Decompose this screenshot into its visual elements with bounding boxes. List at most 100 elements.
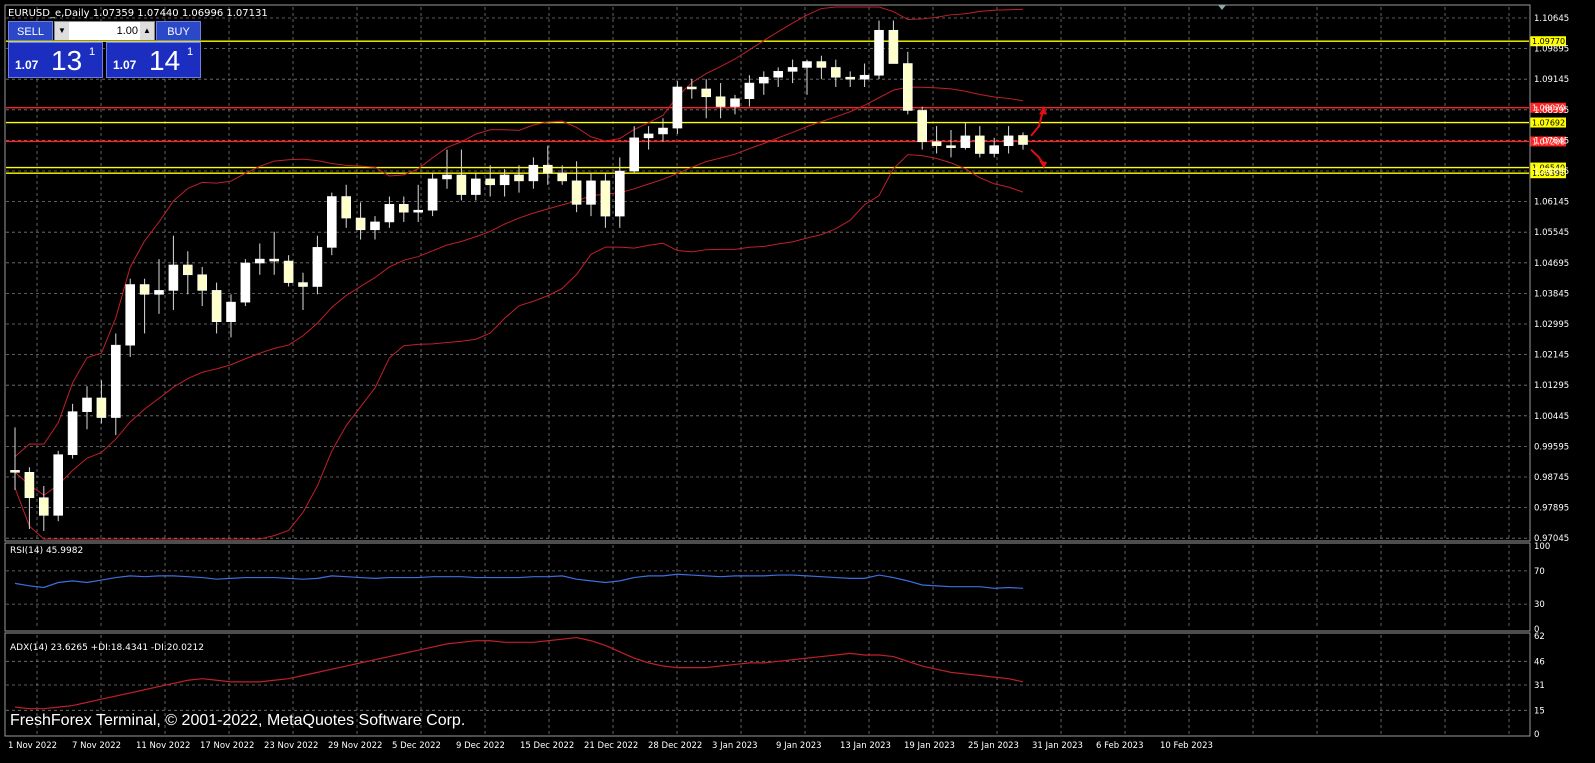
arrow-down-head-icon bbox=[1039, 160, 1047, 169]
candle-bear bbox=[974, 135, 985, 154]
candle-bear bbox=[183, 264, 193, 276]
candle-bear bbox=[514, 174, 524, 182]
candle-bull bbox=[528, 164, 539, 182]
adx-pane: 62 46 31 15 0 bbox=[6, 632, 1545, 740]
candle-bear bbox=[902, 63, 913, 111]
time-axis-label: 9 Dec 2022 bbox=[456, 741, 505, 751]
scroll-marker-icon[interactable] bbox=[1218, 5, 1226, 10]
adx-axis-label: 0 bbox=[1534, 730, 1539, 740]
axes: 1.10645 1.09895 1.09145 1.08395 1.07645 1.068… bbox=[8, 14, 1569, 751]
rsi-pane-border bbox=[4, 542, 1531, 632]
buy-price-sup: 1 bbox=[187, 46, 194, 58]
candle-bull bbox=[240, 262, 251, 303]
candlestick-series bbox=[10, 20, 1028, 531]
candle-bear bbox=[269, 258, 280, 262]
candle-bull bbox=[370, 221, 380, 231]
adx-axis-label: 62 bbox=[1534, 632, 1545, 642]
copyright-text: FreshForex Terminal, © 2001-2022, MetaQu… bbox=[10, 712, 465, 729]
candle-bull bbox=[82, 397, 92, 412]
price-axis-label: 1.00445 bbox=[1534, 412, 1569, 422]
level-label: 1.07692 bbox=[1532, 119, 1565, 128]
candle-bear bbox=[398, 204, 409, 213]
time-axis-label: 10 Feb 2023 bbox=[1160, 741, 1213, 751]
time-axis-label: 1 Nov 2022 bbox=[8, 741, 57, 751]
rsi-axis-label: 100 bbox=[1534, 542, 1550, 552]
time-axis-label: 3 Jan 2023 bbox=[712, 741, 758, 751]
candle-bull bbox=[787, 67, 798, 72]
candle-bull bbox=[125, 284, 135, 346]
level-label-bg bbox=[1530, 162, 1566, 173]
price-axis-label: 0.97895 bbox=[1534, 504, 1569, 514]
candle-bear bbox=[946, 145, 956, 148]
rsi-label: RSI(14) 45.9982 bbox=[10, 546, 83, 556]
lot-increase-icon[interactable]: ▲ bbox=[140, 22, 154, 40]
candle-bear bbox=[211, 290, 222, 323]
candle-bear bbox=[686, 86, 697, 90]
price-axis-label: 1.09895 bbox=[1534, 45, 1569, 55]
time-axis-label: 28 Dec 2022 bbox=[648, 741, 702, 751]
bollinger-middle bbox=[14, 86, 1024, 496]
symbol-header: EURUSD_e,Daily 1.07359 1.07440 1.06996 1… bbox=[8, 8, 268, 19]
price-axis-label: 0.99595 bbox=[1534, 442, 1569, 452]
candle-bull bbox=[53, 454, 64, 516]
candle-bull bbox=[326, 196, 337, 248]
candle-bear bbox=[139, 284, 150, 295]
buy-button[interactable]: BUY bbox=[156, 21, 201, 41]
adx-axis-label: 46 bbox=[1534, 657, 1545, 667]
candle-bull bbox=[874, 29, 884, 76]
price-axis-label: 1.02145 bbox=[1534, 351, 1569, 361]
candle-bear bbox=[557, 172, 568, 182]
candle-bull bbox=[614, 170, 625, 217]
candle-bear bbox=[715, 96, 726, 107]
candle-bull bbox=[255, 258, 265, 264]
lot-size-field[interactable]: ▼ 1.00 ▲ bbox=[54, 21, 155, 41]
level-label: 1.09770 bbox=[1532, 37, 1565, 46]
candle-bull bbox=[758, 76, 769, 84]
chart-grid bbox=[6, 7, 1529, 734]
sell-price-button[interactable]: 1.07 13 1 bbox=[8, 42, 103, 78]
candle-bear bbox=[355, 217, 366, 231]
sell-price-sup: 1 bbox=[89, 46, 96, 58]
time-axis-label: 11 Nov 2022 bbox=[136, 741, 190, 751]
candle-bear bbox=[542, 164, 553, 174]
candle-bear bbox=[10, 470, 20, 473]
candle-bear bbox=[845, 76, 856, 80]
bollinger-lower bbox=[14, 154, 1024, 540]
candle-bull bbox=[111, 344, 121, 418]
candle-bull bbox=[859, 74, 870, 80]
candle-bear bbox=[96, 397, 107, 418]
arrow-up bbox=[1030, 110, 1044, 137]
candle-bear bbox=[830, 67, 841, 78]
arrow-up-head-icon bbox=[1039, 105, 1047, 115]
level-label: 1.06540 bbox=[1532, 164, 1565, 173]
candle-bull bbox=[744, 82, 755, 100]
candle-bull bbox=[154, 290, 164, 295]
candle-bull bbox=[226, 301, 236, 323]
time-axis-label: 13 Jan 2023 bbox=[840, 741, 891, 751]
candle-bull bbox=[989, 145, 1000, 154]
candle-bull bbox=[470, 178, 481, 195]
level-label-bg bbox=[1530, 102, 1566, 113]
adx-pane-border bbox=[4, 632, 1531, 737]
level-label: 1.08070 bbox=[1532, 104, 1565, 113]
adx-axis-label: 15 bbox=[1534, 706, 1545, 716]
candle-bull bbox=[586, 180, 596, 205]
candle-bull bbox=[384, 204, 395, 223]
projection-arrows bbox=[1030, 105, 1047, 169]
lot-decrease-icon[interactable]: ▼ bbox=[55, 22, 69, 40]
time-axis-label: 31 Jan 2023 bbox=[1032, 741, 1083, 751]
time-axis-label: 25 Jan 2023 bbox=[968, 741, 1019, 751]
time-axis-label: 15 Dec 2022 bbox=[520, 741, 574, 751]
price-axis-label: 1.06895 bbox=[1534, 167, 1569, 177]
candle-bear bbox=[816, 61, 827, 68]
candle-bear bbox=[283, 260, 294, 283]
rsi-line bbox=[14, 573, 1024, 589]
sell-price-big: 13 bbox=[51, 45, 83, 76]
candle-bull bbox=[960, 135, 971, 148]
sell-button[interactable]: SELL bbox=[8, 21, 53, 41]
candle-bull bbox=[67, 411, 78, 456]
candle-bear bbox=[197, 274, 207, 291]
lot-value[interactable]: 1.00 bbox=[116, 25, 138, 37]
buy-price-button[interactable]: 1.07 14 1 bbox=[106, 42, 201, 78]
